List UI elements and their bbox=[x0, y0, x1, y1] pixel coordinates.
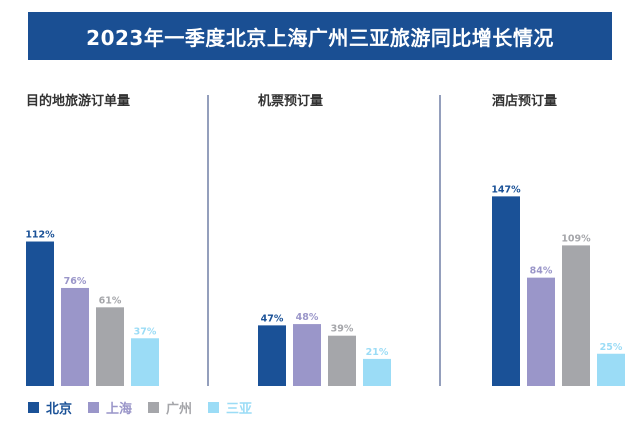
bar-panel1-3 bbox=[96, 307, 124, 386]
legend-label-beijing: 北京 bbox=[46, 401, 73, 417]
bar-panel3-3 bbox=[562, 245, 590, 386]
bar-panel1-1 bbox=[26, 241, 54, 386]
data-label-panel2-4: 21% bbox=[366, 347, 389, 358]
bar-panel1-4 bbox=[131, 338, 159, 386]
panel-title-2: 机票预订量 bbox=[258, 93, 323, 109]
bar-panel2-4 bbox=[363, 358, 391, 386]
bar-panel2-1 bbox=[258, 325, 286, 386]
legend-item-guangzhou: 广州 bbox=[148, 398, 192, 417]
bar-panel2-3 bbox=[328, 335, 356, 386]
panel-title-3: 酒店预订量 bbox=[492, 93, 557, 109]
bar-panel2-2 bbox=[293, 324, 321, 386]
legend-item-beijing: 北京 bbox=[28, 398, 72, 417]
legend-label-sanya: 三亚 bbox=[226, 401, 253, 417]
data-label-panel1-4: 37% bbox=[134, 326, 157, 337]
data-label-panel3-4: 25% bbox=[600, 342, 623, 353]
panel-title-1: 目的地旅游订单量 bbox=[26, 93, 130, 109]
chart-title: 2023年一季度北京上海广州三亚旅游同比增长情况 bbox=[86, 25, 554, 50]
legend-item-sanya: 三亚 bbox=[208, 398, 252, 417]
data-label-panel3-2: 84% bbox=[530, 266, 553, 277]
legend-swatch-shanghai bbox=[88, 401, 100, 413]
legend-label-shanghai: 上海 bbox=[106, 401, 133, 417]
legend-swatch-guangzhou bbox=[148, 401, 160, 413]
data-label-panel3-1: 147% bbox=[491, 184, 521, 195]
legend-label-guangzhou: 广州 bbox=[166, 401, 193, 417]
bar-panel3-1 bbox=[492, 196, 520, 386]
bar-panel3-4 bbox=[597, 353, 625, 386]
data-label-panel1-1: 112% bbox=[25, 230, 55, 241]
bar-panel3-2 bbox=[527, 277, 555, 386]
legend: 北京 上海 广州 三亚 bbox=[28, 396, 268, 418]
data-label-panel3-3: 109% bbox=[561, 233, 591, 244]
legend-swatch-beijing bbox=[28, 401, 39, 413]
data-label-panel1-3: 61% bbox=[99, 295, 122, 306]
chart-title-bar: 2023年一季度北京上海广州三亚旅游同比增长情况 bbox=[28, 12, 612, 60]
data-label-panel2-2: 48% bbox=[296, 312, 319, 323]
bar-panel1-2 bbox=[61, 287, 89, 386]
legend-item-shanghai: 上海 bbox=[88, 398, 132, 417]
data-label-panel1-2: 76% bbox=[64, 276, 87, 287]
legend-swatch-sanya bbox=[208, 401, 220, 413]
data-label-panel2-3: 39% bbox=[331, 324, 354, 335]
data-label-panel2-1: 47% bbox=[261, 313, 284, 324]
